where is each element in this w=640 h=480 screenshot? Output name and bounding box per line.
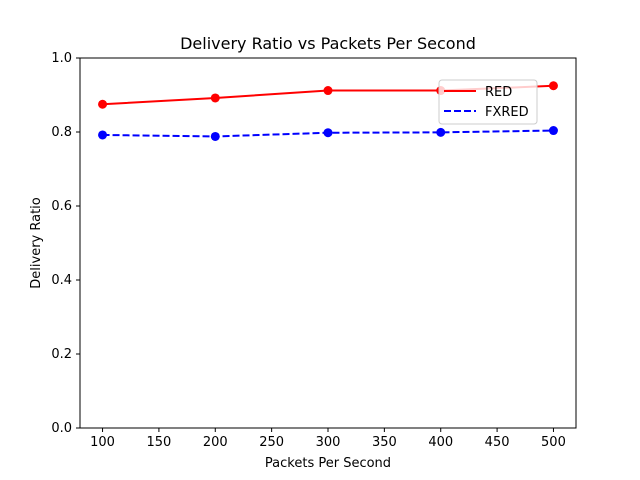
y-tick-label: 0.6 <box>51 199 72 214</box>
x-tick-label: 250 <box>259 435 284 450</box>
y-tick-label: 0.8 <box>51 125 72 140</box>
x-tick-label: 300 <box>316 435 341 450</box>
data-point-fxred <box>210 131 220 141</box>
y-tick-label: 0.4 <box>51 273 72 288</box>
y-tick-label: 0.2 <box>51 347 72 362</box>
x-tick-label: 450 <box>485 435 510 450</box>
x-tick-label: 500 <box>541 435 566 450</box>
x-tick-label: 150 <box>146 435 171 450</box>
data-point-red <box>548 81 558 91</box>
data-point-red <box>210 93 220 103</box>
chart-title: Delivery Ratio vs Packets Per Second <box>180 34 476 53</box>
data-point-fxred <box>323 128 333 138</box>
y-axis: 0.0 0.2 0.4 0.6 0.8 1.0 <box>51 51 80 436</box>
y-tick-label: 0.0 <box>51 421 72 436</box>
data-point-fxred <box>436 127 446 137</box>
x-tick-label: 200 <box>203 435 228 450</box>
x-axis-label: Packets Per Second <box>265 456 391 471</box>
x-tick-label: 350 <box>372 435 397 450</box>
y-axis-label: Delivery Ratio <box>29 197 44 289</box>
legend-label-fxred: FXRED <box>485 105 529 120</box>
legend-label-red: RED <box>485 85 512 100</box>
data-point-red <box>323 86 333 96</box>
legend: RED FXRED <box>438 79 538 125</box>
x-axis: 100 150 200 250 300 350 400 450 500 <box>90 428 566 450</box>
data-point-red <box>98 99 108 109</box>
data-point-fxred <box>548 126 558 136</box>
data-point-fxred <box>98 130 108 140</box>
x-tick-label: 400 <box>428 435 453 450</box>
y-tick-label: 1.0 <box>51 51 72 66</box>
x-tick-label: 100 <box>90 435 115 450</box>
